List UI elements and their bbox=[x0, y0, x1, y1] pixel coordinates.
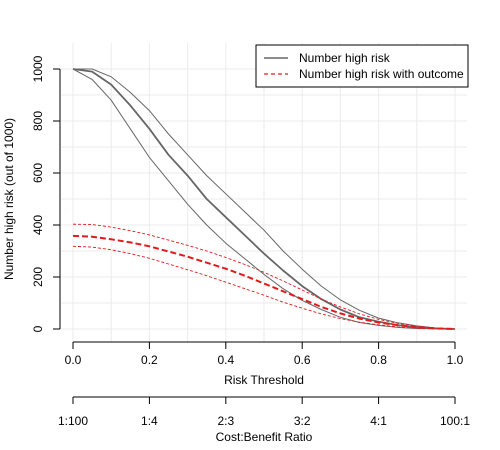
secondary-tick-label-4: 4:1 bbox=[370, 414, 387, 428]
grid bbox=[61, 43, 467, 342]
series-1-line bbox=[72, 68, 456, 330]
series-2-line bbox=[72, 234, 456, 330]
y-tick-label-1: 200 bbox=[31, 267, 45, 287]
y-tick-label-3: 600 bbox=[31, 163, 45, 183]
legend-label-series-2: Number high risk with outcome bbox=[299, 67, 464, 81]
legend: Number high risk Number high risk with o… bbox=[255, 44, 469, 88]
secondary-tick-label-0: 1:100 bbox=[58, 414, 88, 428]
x-axis-title: Risk Threshold bbox=[224, 373, 304, 387]
y-tick-label-5: 1000 bbox=[31, 55, 45, 82]
x-tick-label-1: 0.2 bbox=[141, 353, 158, 367]
y-tick-label-4: 800 bbox=[31, 111, 45, 131]
series-2-lower-bound bbox=[72, 245, 456, 330]
series-1-upper-bound bbox=[73, 68, 456, 330]
secondary-tick-label-3: 3:2 bbox=[294, 414, 311, 428]
secondary-axis-title: Cost:Benefit Ratio bbox=[216, 430, 313, 444]
y-tick-label-0: 0 bbox=[31, 325, 45, 332]
x-tick-label-3: 0.6 bbox=[294, 353, 311, 367]
x-tick-label-0: 0.0 bbox=[65, 353, 82, 367]
y-tick-label-2: 400 bbox=[31, 215, 45, 235]
x-tick-label-4: 0.8 bbox=[370, 353, 387, 367]
secondary-tick-label-1: 1:4 bbox=[141, 414, 158, 428]
legend-box bbox=[255, 44, 469, 88]
secondary-tick-label-2: 2:3 bbox=[217, 414, 234, 428]
series-2-upper-bound bbox=[72, 223, 456, 330]
series-1-lower-bound bbox=[72, 68, 456, 330]
series-layer bbox=[72, 68, 456, 330]
legend-label-series-1: Number high risk bbox=[299, 51, 391, 65]
x-tick-label-2: 0.4 bbox=[217, 353, 234, 367]
axes: 0 200 400 600 800 1000 0.0 0.2 0.4 0.6 0.8 1.0 1:100… bbox=[31, 55, 470, 428]
x-tick-label-5: 1.0 bbox=[447, 353, 464, 367]
y-axis-title: Number high risk (out of 1000) bbox=[2, 118, 16, 280]
secondary-tick-label-5: 100:1 bbox=[440, 414, 470, 428]
